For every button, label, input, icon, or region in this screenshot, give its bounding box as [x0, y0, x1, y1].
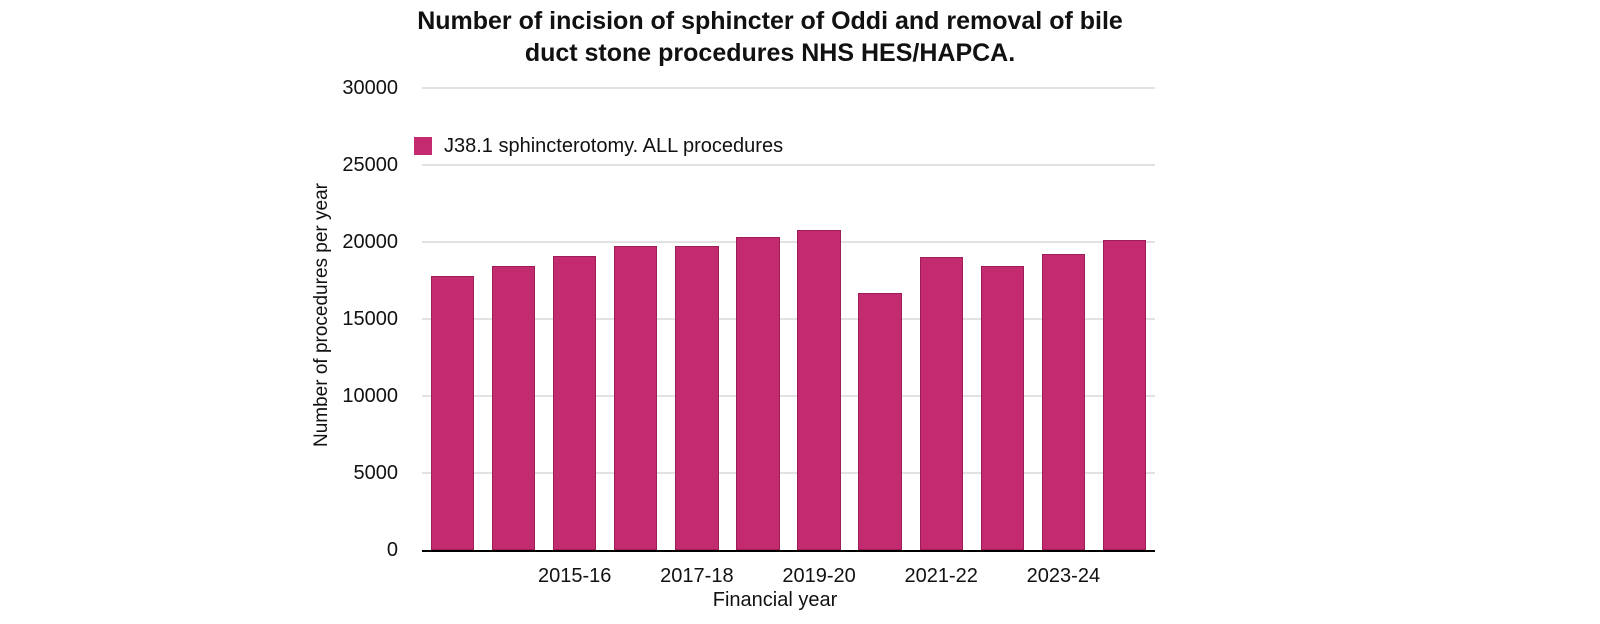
bar-2019-20 — [797, 229, 841, 550]
bar-2017-18 — [675, 245, 719, 550]
plot-area — [422, 87, 1155, 552]
legend-label: J38.1 sphincterotomy. ALL procedures — [444, 135, 784, 157]
bar-2023-24 — [1041, 253, 1086, 550]
legend-swatch-icon — [414, 137, 432, 155]
x-tick-label-2021-22: 2021-22 — [904, 565, 978, 587]
y-tick-label-10000: 10000 — [342, 385, 398, 407]
bar-2014-15 — [491, 265, 536, 550]
y-tick-label-0: 0 — [386, 539, 398, 561]
gridline-25000 — [422, 164, 1155, 166]
bar-2020-21 — [858, 292, 902, 550]
gridline-20000 — [422, 241, 1155, 243]
gridline-30000 — [422, 87, 1155, 89]
bar-2013-14 — [430, 275, 475, 550]
x-tick-label-2015-16: 2015-16 — [538, 565, 612, 587]
bar-2018-19 — [736, 237, 780, 550]
y-tick-label-15000: 15000 — [342, 308, 398, 330]
x-tick-label-2019-20: 2019-20 — [782, 565, 856, 587]
y-tick-label-20000: 20000 — [342, 231, 398, 253]
x-tick-label-2017-18: 2017-18 — [660, 565, 734, 587]
bar-2016-17 — [614, 245, 658, 550]
gridline-10000 — [422, 395, 1155, 397]
bar-2024-25 — [1102, 240, 1147, 550]
y-tick-label-25000: 25000 — [342, 154, 398, 176]
legend: J38.1 sphincterotomy. ALL procedures — [414, 136, 783, 156]
x-axis-title: Financial year — [712, 589, 838, 611]
y-tick-label-5000: 5000 — [353, 462, 399, 484]
x-tick-label-2023-24: 2023-24 — [1026, 565, 1101, 587]
gridline-15000 — [422, 318, 1155, 320]
y-tick-label-30000: 30000 — [342, 77, 398, 99]
gridline-5000 — [422, 472, 1155, 474]
bar-2015-16 — [553, 255, 597, 550]
bar-2021-22 — [919, 256, 963, 550]
bar-2022-23 — [980, 265, 1024, 550]
chart-title: Number of incision of sphincter of Oddi … — [417, 7, 1123, 67]
